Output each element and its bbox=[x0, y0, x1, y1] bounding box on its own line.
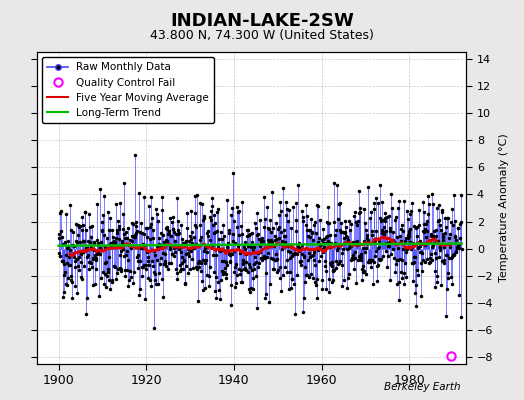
Y-axis label: Temperature Anomaly (°C): Temperature Anomaly (°C) bbox=[499, 134, 509, 282]
Legend: Raw Monthly Data, Quality Control Fail, Five Year Moving Average, Long-Term Tren: Raw Monthly Data, Quality Control Fail, … bbox=[42, 57, 214, 123]
Text: 43.800 N, 74.300 W (United States): 43.800 N, 74.300 W (United States) bbox=[150, 30, 374, 42]
Text: Berkeley Earth: Berkeley Earth bbox=[385, 382, 461, 392]
Text: INDIAN-LAKE-2SW: INDIAN-LAKE-2SW bbox=[170, 12, 354, 30]
